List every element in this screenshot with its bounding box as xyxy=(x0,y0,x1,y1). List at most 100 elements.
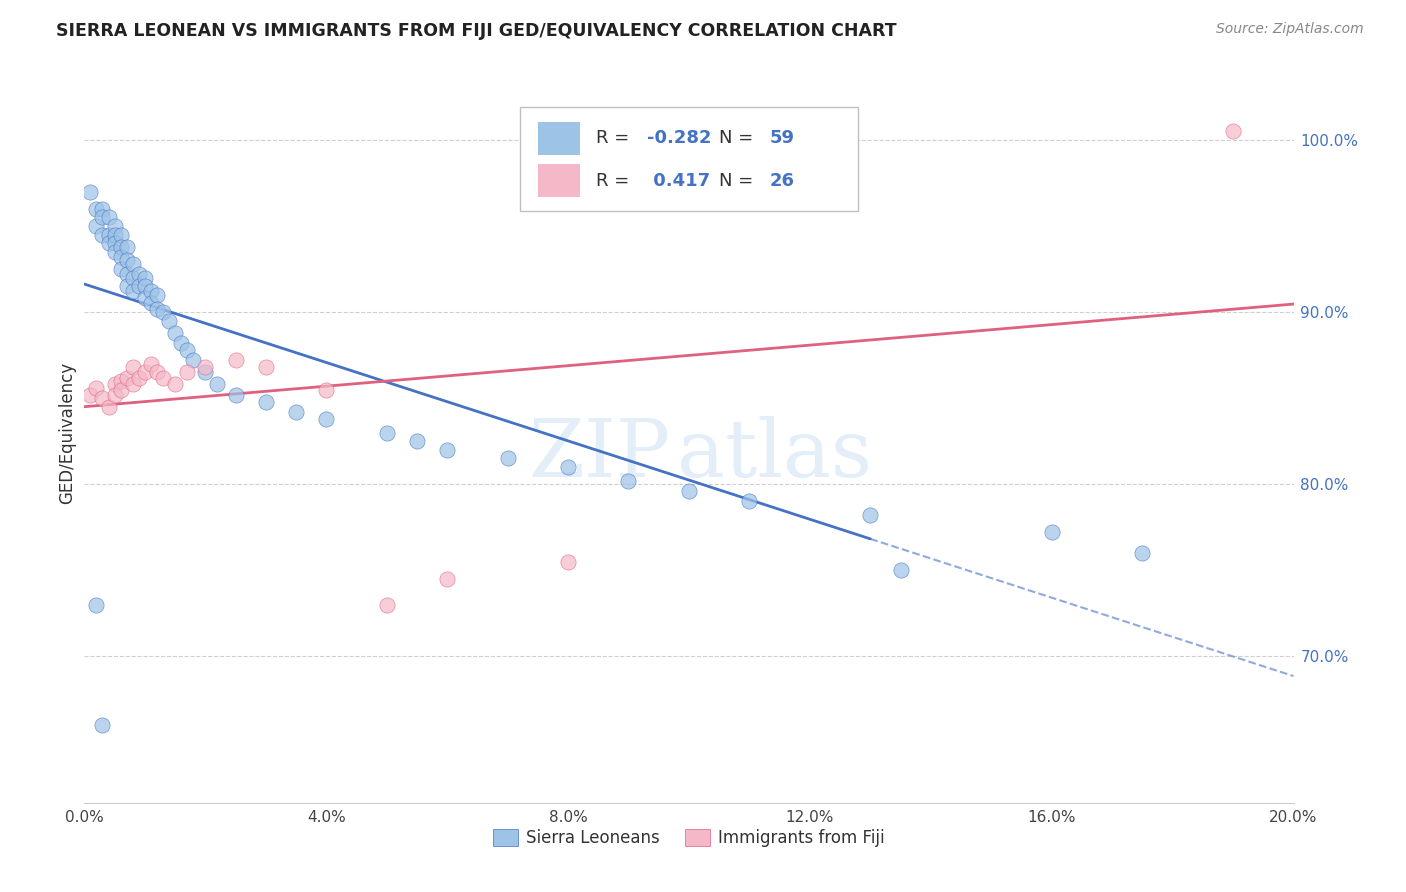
Text: atlas: atlas xyxy=(676,416,872,494)
Point xyxy=(104,244,127,259)
Point xyxy=(91,211,114,225)
Point xyxy=(97,236,120,251)
Point xyxy=(134,291,156,305)
Point xyxy=(115,253,138,268)
Point xyxy=(104,219,127,233)
Point xyxy=(375,598,398,612)
Point xyxy=(170,336,193,351)
Y-axis label: GED/Equivalency: GED/Equivalency xyxy=(58,361,76,504)
Point xyxy=(121,270,143,285)
Point xyxy=(1222,124,1244,138)
Point xyxy=(104,236,127,251)
Point xyxy=(617,474,640,488)
Legend: Sierra Leoneans, Immigrants from Fiji: Sierra Leoneans, Immigrants from Fiji xyxy=(486,822,891,854)
Point xyxy=(121,360,143,375)
Point xyxy=(152,370,174,384)
Point xyxy=(128,279,150,293)
Point xyxy=(165,326,187,340)
Point xyxy=(146,365,169,379)
Point xyxy=(86,598,108,612)
Point xyxy=(128,370,150,384)
Text: -0.282: -0.282 xyxy=(647,129,711,147)
Bar xyxy=(538,121,581,155)
Point xyxy=(104,388,127,402)
Point xyxy=(121,257,143,271)
Point xyxy=(110,250,132,264)
Point xyxy=(496,451,519,466)
Point xyxy=(557,460,579,475)
Text: Source: ZipAtlas.com: Source: ZipAtlas.com xyxy=(1216,22,1364,37)
Point xyxy=(134,270,156,285)
Point xyxy=(157,314,180,328)
Point xyxy=(104,377,127,392)
Point xyxy=(176,343,198,357)
Bar xyxy=(520,107,858,211)
Point xyxy=(225,388,247,402)
Point xyxy=(121,285,143,299)
Point xyxy=(115,279,138,293)
Point xyxy=(115,240,138,254)
Point xyxy=(194,365,217,379)
Point xyxy=(91,202,114,216)
Point xyxy=(165,377,187,392)
Text: R =: R = xyxy=(596,172,636,190)
Point xyxy=(146,288,169,302)
Text: 26: 26 xyxy=(770,172,794,190)
Point xyxy=(890,563,912,577)
Point xyxy=(738,494,761,508)
Point xyxy=(285,405,308,419)
Point xyxy=(678,484,700,499)
Point xyxy=(152,305,174,319)
Point xyxy=(406,434,429,449)
Text: SIERRA LEONEAN VS IMMIGRANTS FROM FIJI GED/EQUIVALENCY CORRELATION CHART: SIERRA LEONEAN VS IMMIGRANTS FROM FIJI G… xyxy=(56,22,897,40)
Point xyxy=(91,718,114,732)
Point xyxy=(139,285,162,299)
Point xyxy=(436,572,458,586)
Point xyxy=(225,353,247,368)
Point xyxy=(315,383,337,397)
Point xyxy=(97,400,120,414)
Point xyxy=(110,227,132,242)
Point xyxy=(375,425,398,440)
Point xyxy=(110,262,132,277)
Point xyxy=(91,391,114,405)
Point xyxy=(115,267,138,281)
Point xyxy=(110,374,132,388)
Point xyxy=(254,360,277,375)
Text: R =: R = xyxy=(596,129,636,147)
Point xyxy=(181,353,204,368)
Point xyxy=(315,412,337,426)
Point xyxy=(194,360,217,375)
Point xyxy=(97,211,120,225)
Text: N =: N = xyxy=(720,172,759,190)
Point xyxy=(207,377,229,392)
Point xyxy=(86,202,108,216)
Text: 59: 59 xyxy=(770,129,794,147)
Point xyxy=(121,377,143,392)
Point xyxy=(86,219,108,233)
Point xyxy=(134,279,156,293)
Point xyxy=(1130,546,1153,560)
Point xyxy=(139,296,162,310)
Point xyxy=(146,301,169,316)
Text: N =: N = xyxy=(720,129,759,147)
Bar xyxy=(538,164,581,197)
Point xyxy=(176,365,198,379)
Point xyxy=(79,388,101,402)
Point xyxy=(128,267,150,281)
Point xyxy=(139,357,162,371)
Point xyxy=(104,227,127,242)
Text: 0.417: 0.417 xyxy=(647,172,710,190)
Point xyxy=(134,365,156,379)
Point xyxy=(86,381,108,395)
Text: ZIP: ZIP xyxy=(529,416,671,494)
Point xyxy=(115,370,138,384)
Point xyxy=(557,555,579,569)
Point xyxy=(436,442,458,457)
Point xyxy=(110,240,132,254)
Point xyxy=(97,227,120,242)
Point xyxy=(91,227,114,242)
Point xyxy=(110,383,132,397)
Point xyxy=(1040,525,1063,540)
Point xyxy=(859,508,882,523)
